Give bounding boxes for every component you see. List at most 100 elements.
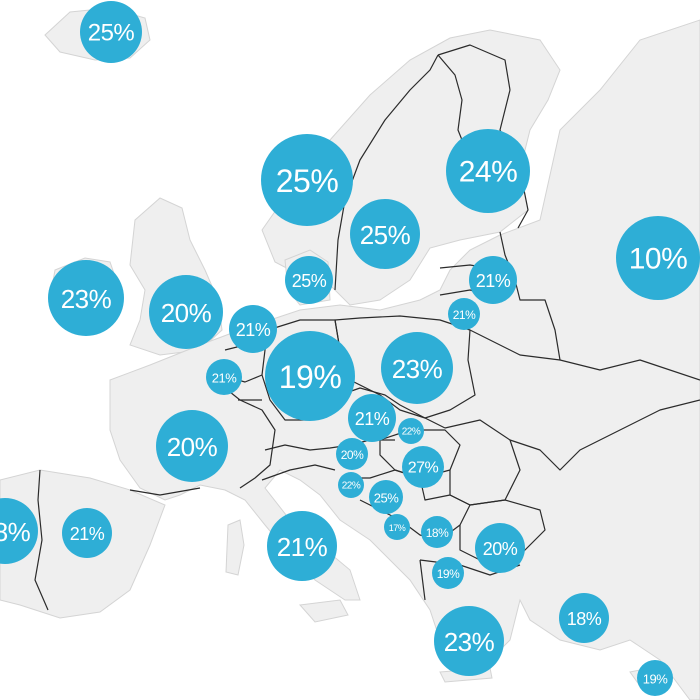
marker-label-bulgaria: 20% [483, 539, 518, 559]
marker-label-italy: 21% [277, 532, 328, 562]
marker-circle-cyprus [637, 660, 673, 696]
marker-circle-macedonia [432, 557, 464, 589]
marker-circle-bosnia [384, 514, 410, 540]
marker-norway: 25% [261, 134, 353, 226]
marker-circle-netherlands [229, 305, 277, 353]
marker-circle-latvia [469, 256, 517, 304]
border-belarus-ukraine [469, 329, 700, 381]
marker-cyprus: 19% [637, 660, 673, 696]
marker-circle-ireland [48, 260, 124, 336]
marker-label-hungary: 27% [408, 460, 439, 477]
marker-hungary: 27% [402, 446, 444, 488]
marker-circle-slovenia [338, 472, 364, 498]
marker-label-iceland: 25% [88, 20, 135, 47]
marker-iceland: 25% [80, 1, 142, 63]
marker-greece: 23% [434, 606, 504, 676]
border-france [214, 379, 276, 489]
border-italy [261, 464, 336, 481]
marker-belgium: 21% [206, 359, 242, 395]
marker-label-bosnia: 17% [389, 523, 406, 533]
marker-label-russia: 10% [629, 243, 688, 276]
marker-spain: 21% [62, 508, 112, 558]
marker-circle-lithuania [448, 298, 480, 330]
marker-label-netherlands: 21% [236, 320, 271, 340]
marker-united-kingdom: 20% [149, 275, 223, 349]
marker-label-belgium: 21% [212, 371, 237, 386]
marker-label-denmark: 25% [292, 271, 327, 291]
marker-macedonia: 19% [432, 557, 464, 589]
marker-latvia: 21% [469, 256, 517, 304]
marker-circle-czech-republic [348, 394, 396, 442]
border-moldova-ukraine [509, 399, 700, 471]
marker-france: 20% [156, 410, 228, 482]
marker-circle-sweden [350, 199, 420, 269]
marker-germany: 19% [265, 331, 355, 421]
marker-label-slovenia: 22% [342, 481, 361, 492]
marker-label-sweden: 25% [360, 220, 411, 250]
marker-circle-united-kingdom [149, 275, 223, 349]
marker-poland: 23% [381, 332, 453, 404]
border-czech-slovakia [339, 387, 446, 429]
marker-label-ireland: 23% [61, 284, 112, 314]
marker-slovakia: 22% [398, 418, 424, 444]
marker-italy: 21% [267, 511, 337, 581]
marker-austria: 20% [336, 438, 368, 470]
marker-russia: 10% [616, 216, 700, 300]
marker-label-united-kingdom: 20% [161, 298, 212, 328]
marker-croatia: 25% [369, 480, 403, 514]
marker-label-turkey: 18% [567, 609, 602, 629]
marker-label-norway: 25% [276, 163, 339, 199]
marker-label-macedonia: 19% [437, 567, 460, 581]
marker-circle-denmark [285, 256, 333, 304]
marker-label-slovakia: 22% [402, 427, 421, 438]
marker-bosnia: 17% [384, 514, 410, 540]
marker-circle-spain [62, 508, 112, 558]
marker-label-cyprus: 19% [643, 672, 668, 687]
marker-label-portugal: 18% [0, 517, 31, 547]
border-bulgaria [459, 499, 546, 561]
marker-label-czech-republic: 21% [355, 409, 390, 429]
marker-label-serbia: 18% [426, 526, 449, 540]
marker-lithuania: 21% [448, 298, 480, 330]
marker-denmark: 25% [285, 256, 333, 304]
marker-circle-belgium [206, 359, 242, 395]
marker-label-lithuania: 21% [453, 308, 476, 322]
marker-turkey: 18% [559, 593, 609, 643]
marker-circle-bulgaria [475, 523, 525, 573]
marker-circle-portugal [0, 498, 38, 564]
marker-serbia: 18% [421, 516, 453, 548]
marker-circle-serbia [421, 516, 453, 548]
marker-bulgaria: 20% [475, 523, 525, 573]
border-norway-sweden [334, 54, 439, 291]
marker-circle-finland [446, 129, 530, 213]
marker-ireland: 23% [48, 260, 124, 336]
marker-circle-italy [267, 511, 337, 581]
marker-label-greece: 23% [444, 627, 495, 657]
marker-slovenia: 22% [338, 472, 364, 498]
land-sardinia [225, 519, 245, 576]
marker-label-poland: 23% [392, 354, 443, 384]
marker-circle-turkey [559, 593, 609, 643]
marker-circle-russia [616, 216, 700, 300]
marker-circle-slovakia [398, 418, 424, 444]
marker-portugal: 18% [0, 498, 38, 564]
marker-circle-hungary [402, 446, 444, 488]
land-sicily [298, 599, 349, 623]
marker-circle-iceland [80, 1, 142, 63]
marker-label-france: 20% [167, 432, 218, 462]
marker-circle-france [156, 410, 228, 482]
marker-circle-germany [265, 331, 355, 421]
marker-sweden: 25% [350, 199, 420, 269]
marker-netherlands: 21% [229, 305, 277, 353]
marker-finland: 24% [446, 129, 530, 213]
marker-circle-norway [261, 134, 353, 226]
marker-circle-austria [336, 438, 368, 470]
border-norway-finland-north [437, 44, 511, 91]
marker-circle-croatia [369, 480, 403, 514]
border-spain-portugal [34, 469, 49, 611]
marker-label-latvia: 21% [476, 271, 511, 291]
marker-czech-republic: 21% [348, 394, 396, 442]
border-pyrenees [129, 487, 201, 496]
